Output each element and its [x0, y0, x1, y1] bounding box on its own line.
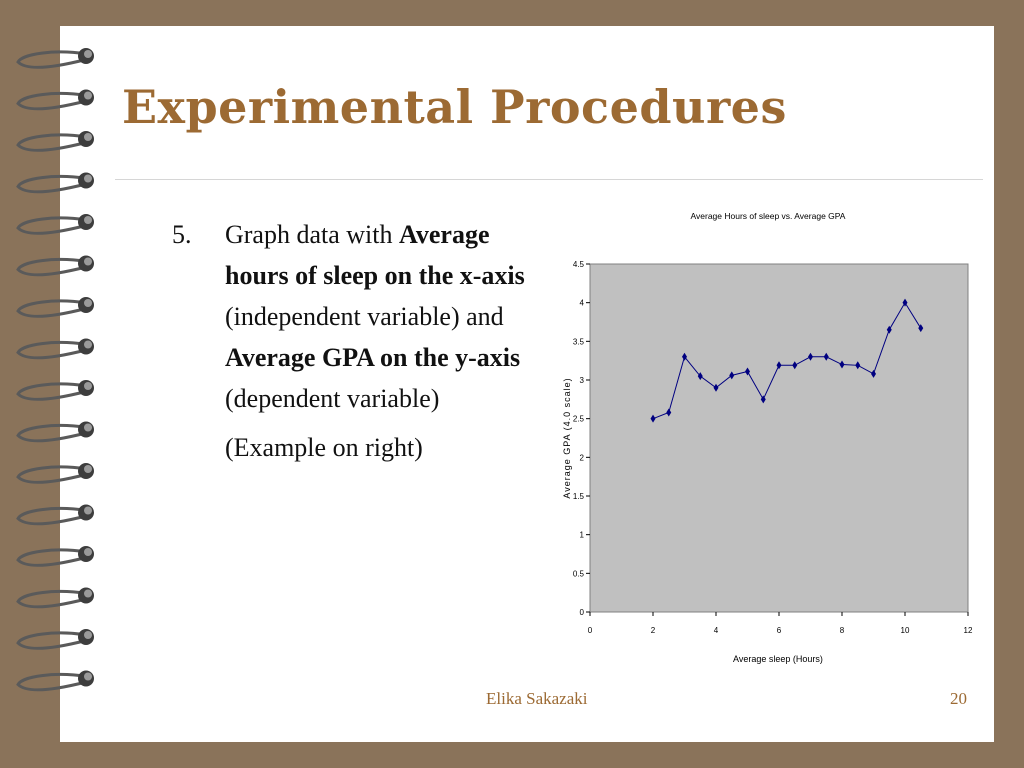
data-point	[839, 360, 845, 369]
x-tick-label: 6	[777, 626, 782, 635]
y-tick-label: 0.5	[573, 569, 585, 578]
x-tick-label: 2	[651, 626, 656, 635]
binding-ring	[16, 89, 94, 111]
series-line	[652, 301, 922, 420]
data-point	[918, 324, 924, 333]
example-note: (Example on right)	[225, 433, 423, 462]
x-tick-label: 12	[964, 626, 973, 635]
binding-ring	[16, 255, 94, 277]
data-point	[792, 361, 798, 370]
data-point	[871, 369, 876, 378]
data-point	[729, 371, 735, 380]
text-segment: Graph data with	[225, 220, 400, 249]
data-point	[650, 414, 656, 423]
step-description: Graph data with Average hours of sleep o…	[225, 214, 532, 419]
binding-ring	[16, 48, 94, 69]
binding-ring	[16, 546, 94, 567]
text-segment: (independent variable) and	[225, 302, 504, 331]
binding-ring	[16, 131, 94, 152]
y-tick-label: 2.5	[573, 415, 585, 424]
y-tick-label: 4	[580, 299, 585, 308]
slide-title: Experimental Procedures	[122, 80, 787, 134]
bold-text-segment: Average GPA on the y-axis	[225, 343, 521, 372]
binding-ring	[16, 214, 94, 235]
binding-ring	[16, 670, 94, 692]
data-point	[823, 352, 829, 361]
binding-ring	[16, 504, 94, 526]
slide-body: 5. Graph data with Average hours of slee…	[172, 214, 532, 468]
y-tick-label: 2	[580, 453, 585, 462]
binding-ring	[16, 463, 94, 484]
y-tick-label: 0	[580, 608, 585, 617]
data-point	[760, 395, 766, 404]
binding-ring	[16, 297, 94, 318]
bold-text-segment: Average hours of sleep on the x-axis	[225, 220, 525, 290]
title-divider	[115, 179, 983, 180]
step-number: 5.	[172, 220, 192, 249]
binding-ring	[16, 421, 94, 443]
binding-ring	[16, 587, 94, 609]
data-point	[902, 298, 908, 307]
data-point	[666, 408, 672, 417]
y-tick-label: 3	[580, 376, 585, 385]
data-point	[886, 325, 892, 334]
plot-area	[589, 263, 969, 613]
x-tick-label: 4	[714, 626, 719, 635]
binding-ring	[16, 629, 94, 650]
y-tick-label: 3.5	[573, 337, 585, 346]
x-tick-label: 10	[901, 626, 910, 635]
x-axis-label: Average sleep (Hours)	[733, 654, 823, 664]
y-axis-label: Average GPA (4.0 scale)	[562, 377, 572, 498]
text-segment: (dependent variable)	[225, 384, 440, 413]
data-point	[745, 367, 750, 376]
data-point	[682, 352, 687, 361]
data-point	[808, 352, 813, 361]
data-point	[697, 372, 703, 381]
binding-ring	[16, 338, 94, 360]
data-point	[713, 383, 719, 392]
spiral-binding	[16, 48, 94, 692]
y-tick-label: 1.5	[573, 492, 585, 501]
y-tick-label: 1	[580, 531, 585, 540]
y-tick-label: 4.5	[573, 260, 585, 269]
footer-author: Elika Sakazaki	[486, 689, 588, 708]
sleep-gpa-chart: Average Hours of sleep vs. Average GPA 0…	[562, 211, 973, 664]
data-point	[776, 361, 782, 370]
x-tick-label: 8	[840, 626, 845, 635]
binding-ring	[16, 380, 94, 401]
data-point	[855, 361, 861, 370]
x-tick-label: 0	[588, 626, 593, 635]
page-number: 20	[950, 689, 967, 708]
chart-title: Average Hours of sleep vs. Average GPA	[691, 211, 846, 221]
binding-ring	[16, 172, 94, 194]
